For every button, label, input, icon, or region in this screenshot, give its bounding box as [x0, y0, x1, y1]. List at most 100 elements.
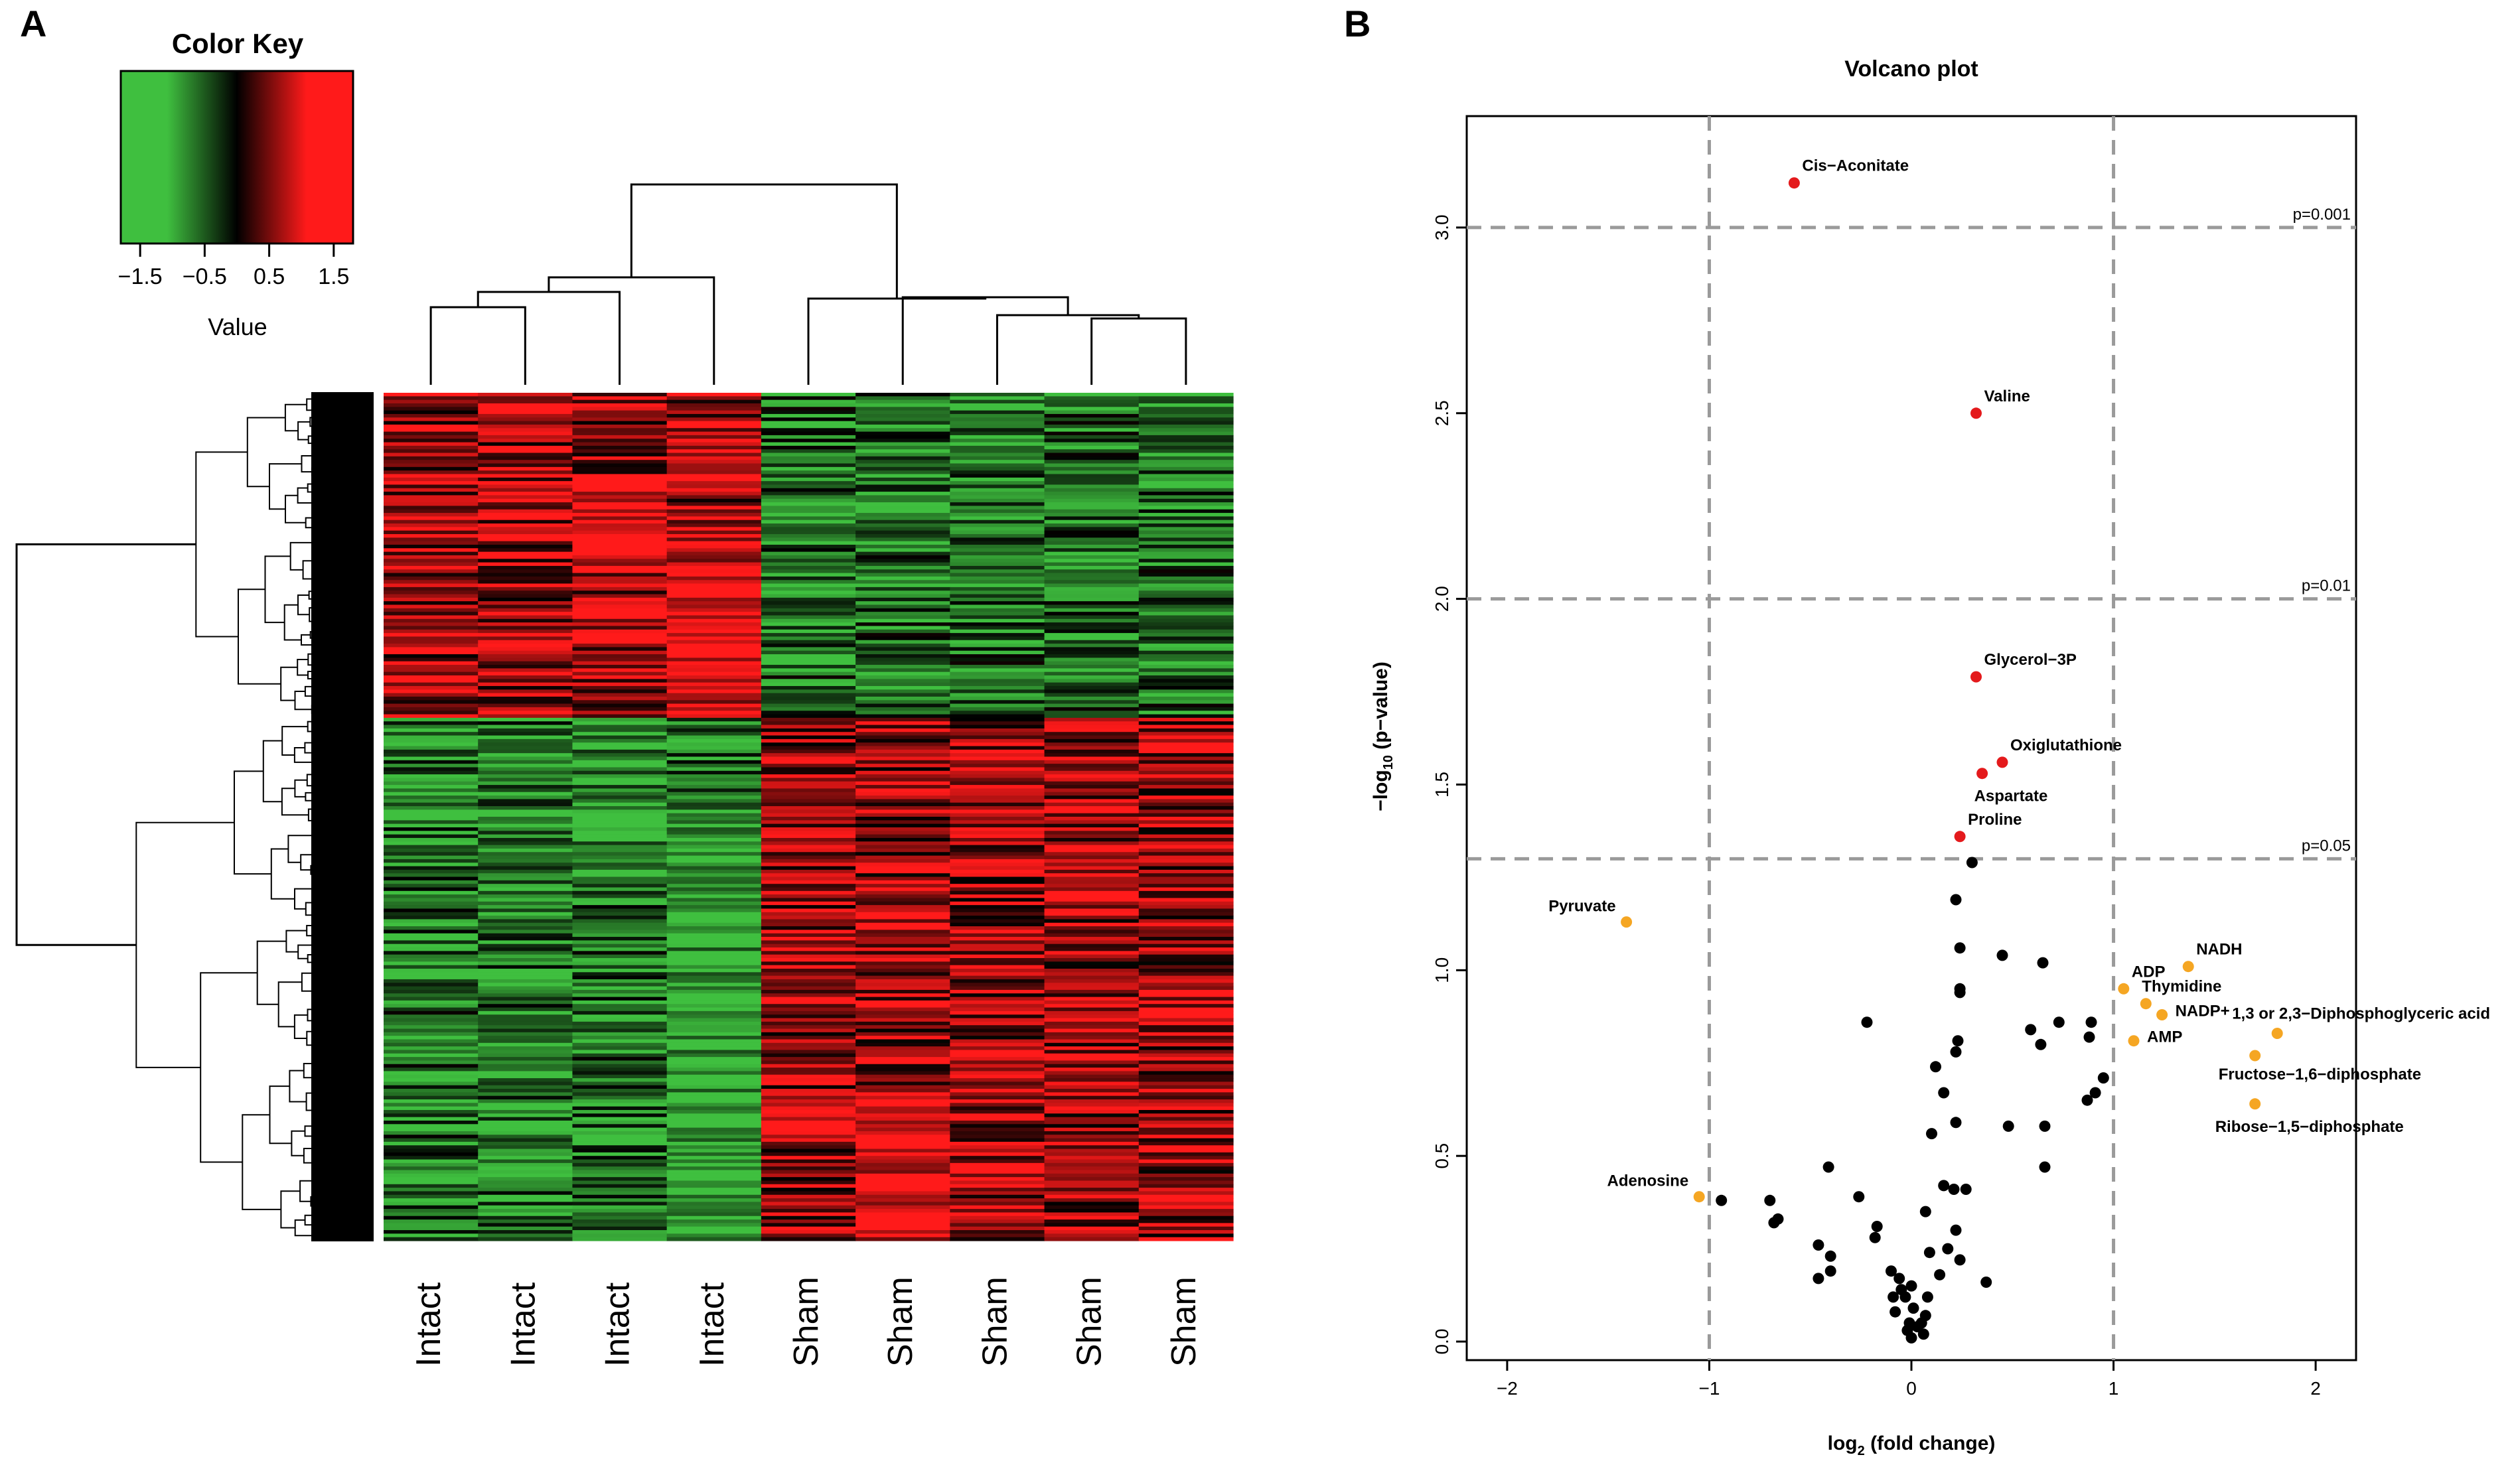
heatmap-cell [572, 820, 668, 825]
heatmap-cell [1138, 788, 1234, 793]
heatmap-cell [1044, 802, 1140, 807]
heatmap-cell [1044, 679, 1140, 683]
heatmap-cell [572, 1212, 668, 1217]
heatmap-cell [1138, 622, 1234, 627]
heatmap-cell [855, 1180, 950, 1185]
point-significant [1970, 671, 1982, 683]
heatmap-cell [572, 1223, 668, 1227]
heatmap-cell [572, 668, 668, 673]
heatmap-cell [572, 615, 668, 620]
heatmap-cell [572, 894, 668, 899]
heatmap-cell [761, 407, 856, 411]
heatmap-cell [666, 1050, 762, 1054]
heatmap-cell [666, 947, 762, 951]
heatmap-cell [761, 817, 856, 821]
heatmap-cell [572, 954, 668, 959]
heatmap-cell [666, 555, 762, 559]
heatmap-cell [855, 742, 950, 747]
heatmap-cell [478, 569, 573, 574]
heatmap-cell [572, 855, 668, 860]
heatmap-cell [1138, 1138, 1234, 1143]
heatmap-cell [1044, 470, 1140, 475]
heatmap-cell [761, 905, 856, 910]
point-other [1954, 987, 1966, 999]
heatmap-cell [572, 601, 668, 606]
heatmap-cell [1044, 594, 1140, 598]
heatmap-cell [478, 848, 573, 853]
heatmap-cell [950, 633, 1045, 638]
heatmap-cell [478, 1021, 573, 1026]
heatmap-cell [572, 671, 668, 676]
heatmap-cell [855, 972, 950, 977]
heatmap-cell [384, 940, 479, 945]
heatmap-cell [855, 626, 950, 630]
point-fold-change [1621, 916, 1633, 928]
heatmap-cell [761, 1209, 856, 1213]
row-dendro-branch [283, 604, 301, 641]
heatmap-cell [384, 894, 479, 899]
heatmap-cell [950, 399, 1045, 404]
heatmap-cell [761, 954, 856, 959]
hline-label: p=0.001 [2293, 206, 2351, 224]
heatmap-cell [572, 466, 668, 471]
heatmap-cell [572, 1060, 668, 1065]
heatmap-cell [478, 445, 573, 450]
heatmap-cell [666, 583, 762, 588]
panel-label-b: B [1344, 3, 1371, 44]
heatmap-cell [666, 1085, 762, 1089]
heatmap-cell [855, 1152, 950, 1156]
heatmap-cell [666, 1071, 762, 1076]
heatmap-cell [666, 1194, 762, 1199]
heatmap-cell [950, 1237, 1045, 1241]
heatmap-cell [855, 922, 950, 927]
heatmap-cell [572, 654, 668, 658]
heatmap-cell [384, 989, 479, 994]
heatmap-cell [572, 1230, 668, 1234]
heatmap-cell [761, 943, 856, 948]
heatmap-cell [1138, 650, 1234, 655]
heatmap-cell [855, 968, 950, 973]
heatmap-cell [572, 636, 668, 641]
heatmap-cell [950, 463, 1045, 468]
heatmap-cell [572, 933, 668, 938]
heatmap-cell [855, 997, 950, 1001]
heatmap-cell [855, 767, 950, 772]
heatmap-cell [572, 707, 668, 711]
y-tick-label: 0.0 [1432, 1329, 1452, 1355]
heatmap-cell [478, 873, 573, 878]
x-axis-label-sub: 2 [1858, 1444, 1865, 1458]
heatmap-cell [572, 417, 668, 422]
heatmap-cell [666, 926, 762, 930]
heatmap-cell [1044, 912, 1140, 916]
heatmap-cell [572, 551, 668, 556]
heatmap-cell [855, 1113, 950, 1118]
heatmap-cell [761, 1145, 856, 1150]
heatmap-cell [384, 1205, 479, 1210]
heatmap-cell [855, 689, 950, 694]
row-dendro-branch [280, 1190, 301, 1229]
heatmap-cell [855, 806, 950, 810]
heatmap-cell [761, 498, 856, 503]
heatmap-cell [666, 767, 762, 772]
heatmap-cell [1138, 876, 1234, 881]
heatmap-cell [761, 591, 856, 595]
heatmap-cell [761, 834, 856, 839]
heatmap-cell [1138, 968, 1234, 973]
heatmap-cell [572, 940, 668, 945]
heatmap-cell [855, 562, 950, 567]
heatmap-cell [950, 746, 1045, 750]
heatmap-cell [1044, 1042, 1140, 1047]
heatmap-cell [384, 1042, 479, 1047]
heatmap-cell [478, 1124, 573, 1129]
heatmap-cell [572, 919, 668, 924]
heatmap-cell [478, 1074, 573, 1079]
x-tick-label: −1 [1698, 1378, 1720, 1399]
heatmap-cell [950, 1166, 1045, 1171]
heatmap-cell [666, 873, 762, 878]
heatmap-cell [666, 1141, 762, 1146]
heatmap-cell [761, 668, 856, 673]
heatmap-cell [666, 802, 762, 807]
heatmap-cell [666, 975, 762, 980]
heatmap-cell [666, 1081, 762, 1086]
heatmap-cell [761, 707, 856, 711]
